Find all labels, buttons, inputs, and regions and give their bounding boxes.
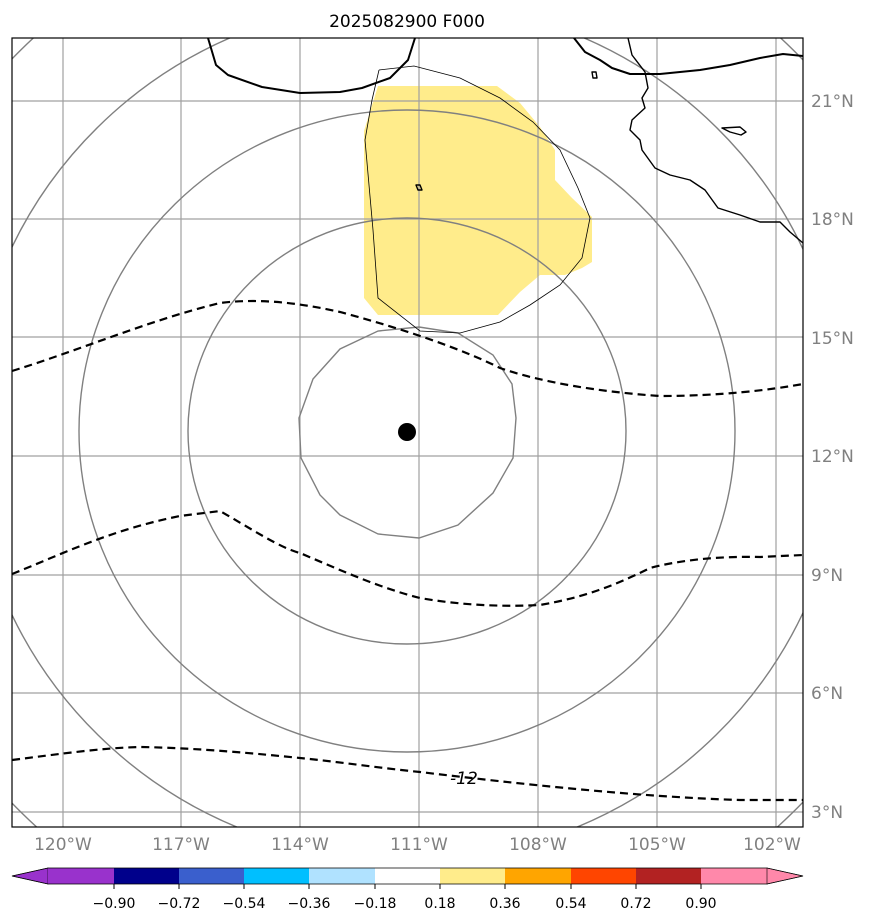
gridlines xyxy=(12,38,803,827)
lon-label: 117°W xyxy=(152,835,210,855)
island-socorro xyxy=(415,184,423,191)
colorbar-tick-label: −0.90 xyxy=(93,896,136,912)
lat-label: 6°N xyxy=(811,684,843,704)
coastlines xyxy=(207,38,803,244)
lat-label: 15°N xyxy=(811,329,854,349)
colorbar-bin xyxy=(440,868,505,884)
lon-label: 114°W xyxy=(271,835,329,855)
longitude-labels: 120°W 117°W 114°W 111°W 108°W 105°W 102°… xyxy=(34,835,801,855)
colorbar-tick-label: −0.18 xyxy=(354,896,397,912)
colorbar: −0.90 −0.72 −0.54 −0.36 −0.18 0.18 0.36 … xyxy=(11,867,804,912)
colorbar-bin xyxy=(309,868,375,884)
coastline-mexico-north xyxy=(573,38,803,75)
colorbar-tick-label: 0.18 xyxy=(424,896,455,912)
colorbar-tick-label: 0.72 xyxy=(620,896,651,912)
colorbar-bin xyxy=(375,868,440,884)
colorbar-tick-label: 0.90 xyxy=(685,896,716,912)
colorbar-bin xyxy=(114,868,179,884)
colorbar-bin xyxy=(701,868,767,884)
island-small-north xyxy=(591,71,598,79)
storm-center-marker xyxy=(398,423,416,441)
colorbar-tick-label: −0.54 xyxy=(223,896,266,912)
colorbar-extend-left xyxy=(11,867,49,885)
lon-label: 111°W xyxy=(390,835,448,855)
colorbar-outline xyxy=(11,867,804,885)
lon-label: 102°W xyxy=(743,835,801,855)
dashed-contour-middle xyxy=(12,509,803,607)
colorbar-bin xyxy=(244,868,309,884)
colorbar-bin xyxy=(636,868,701,884)
colorbar-tick-label: 0.54 xyxy=(555,896,586,912)
lat-label: 18°N xyxy=(811,210,854,230)
range-ring-2 xyxy=(187,217,627,645)
contour-label: -12 xyxy=(450,769,478,789)
lat-label: 9°N xyxy=(811,566,843,586)
island-tres-marias xyxy=(721,126,747,136)
map-frame xyxy=(11,37,804,828)
positive-anomaly-region xyxy=(364,86,592,315)
colorbar-bin xyxy=(571,868,636,884)
lon-label: 105°W xyxy=(628,835,686,855)
map-title: 2025082900 F000 xyxy=(329,12,485,32)
coastline-baja xyxy=(207,38,416,94)
lon-label: 120°W xyxy=(34,835,92,855)
colorbar-bin xyxy=(179,868,244,884)
colorbar-tick-label: −0.36 xyxy=(288,896,331,912)
lat-label: 3°N xyxy=(811,803,843,823)
range-ring-1 xyxy=(298,326,517,539)
lat-label: 12°N xyxy=(811,447,854,467)
latitude-labels: 21°N 18°N 15°N 12°N 9°N 6°N 3°N xyxy=(811,92,854,823)
colorbar-ticks xyxy=(113,884,702,889)
thin-contour xyxy=(364,65,591,334)
lon-label: 108°W xyxy=(509,835,567,855)
dashed-contour-south xyxy=(12,745,803,802)
colorbar-bin xyxy=(505,868,571,884)
dashed-contours xyxy=(12,299,803,802)
coastline-mexico-west xyxy=(627,38,803,244)
colorbar-tick-label: 0.36 xyxy=(489,896,520,912)
colorbar-extend-right xyxy=(766,867,804,885)
colorbar-bin xyxy=(48,868,114,884)
lat-label: 21°N xyxy=(811,92,854,112)
colorbar-tick-label: −0.72 xyxy=(158,896,201,912)
range-ring-3 xyxy=(78,109,736,753)
dashed-contour-north xyxy=(12,299,803,398)
